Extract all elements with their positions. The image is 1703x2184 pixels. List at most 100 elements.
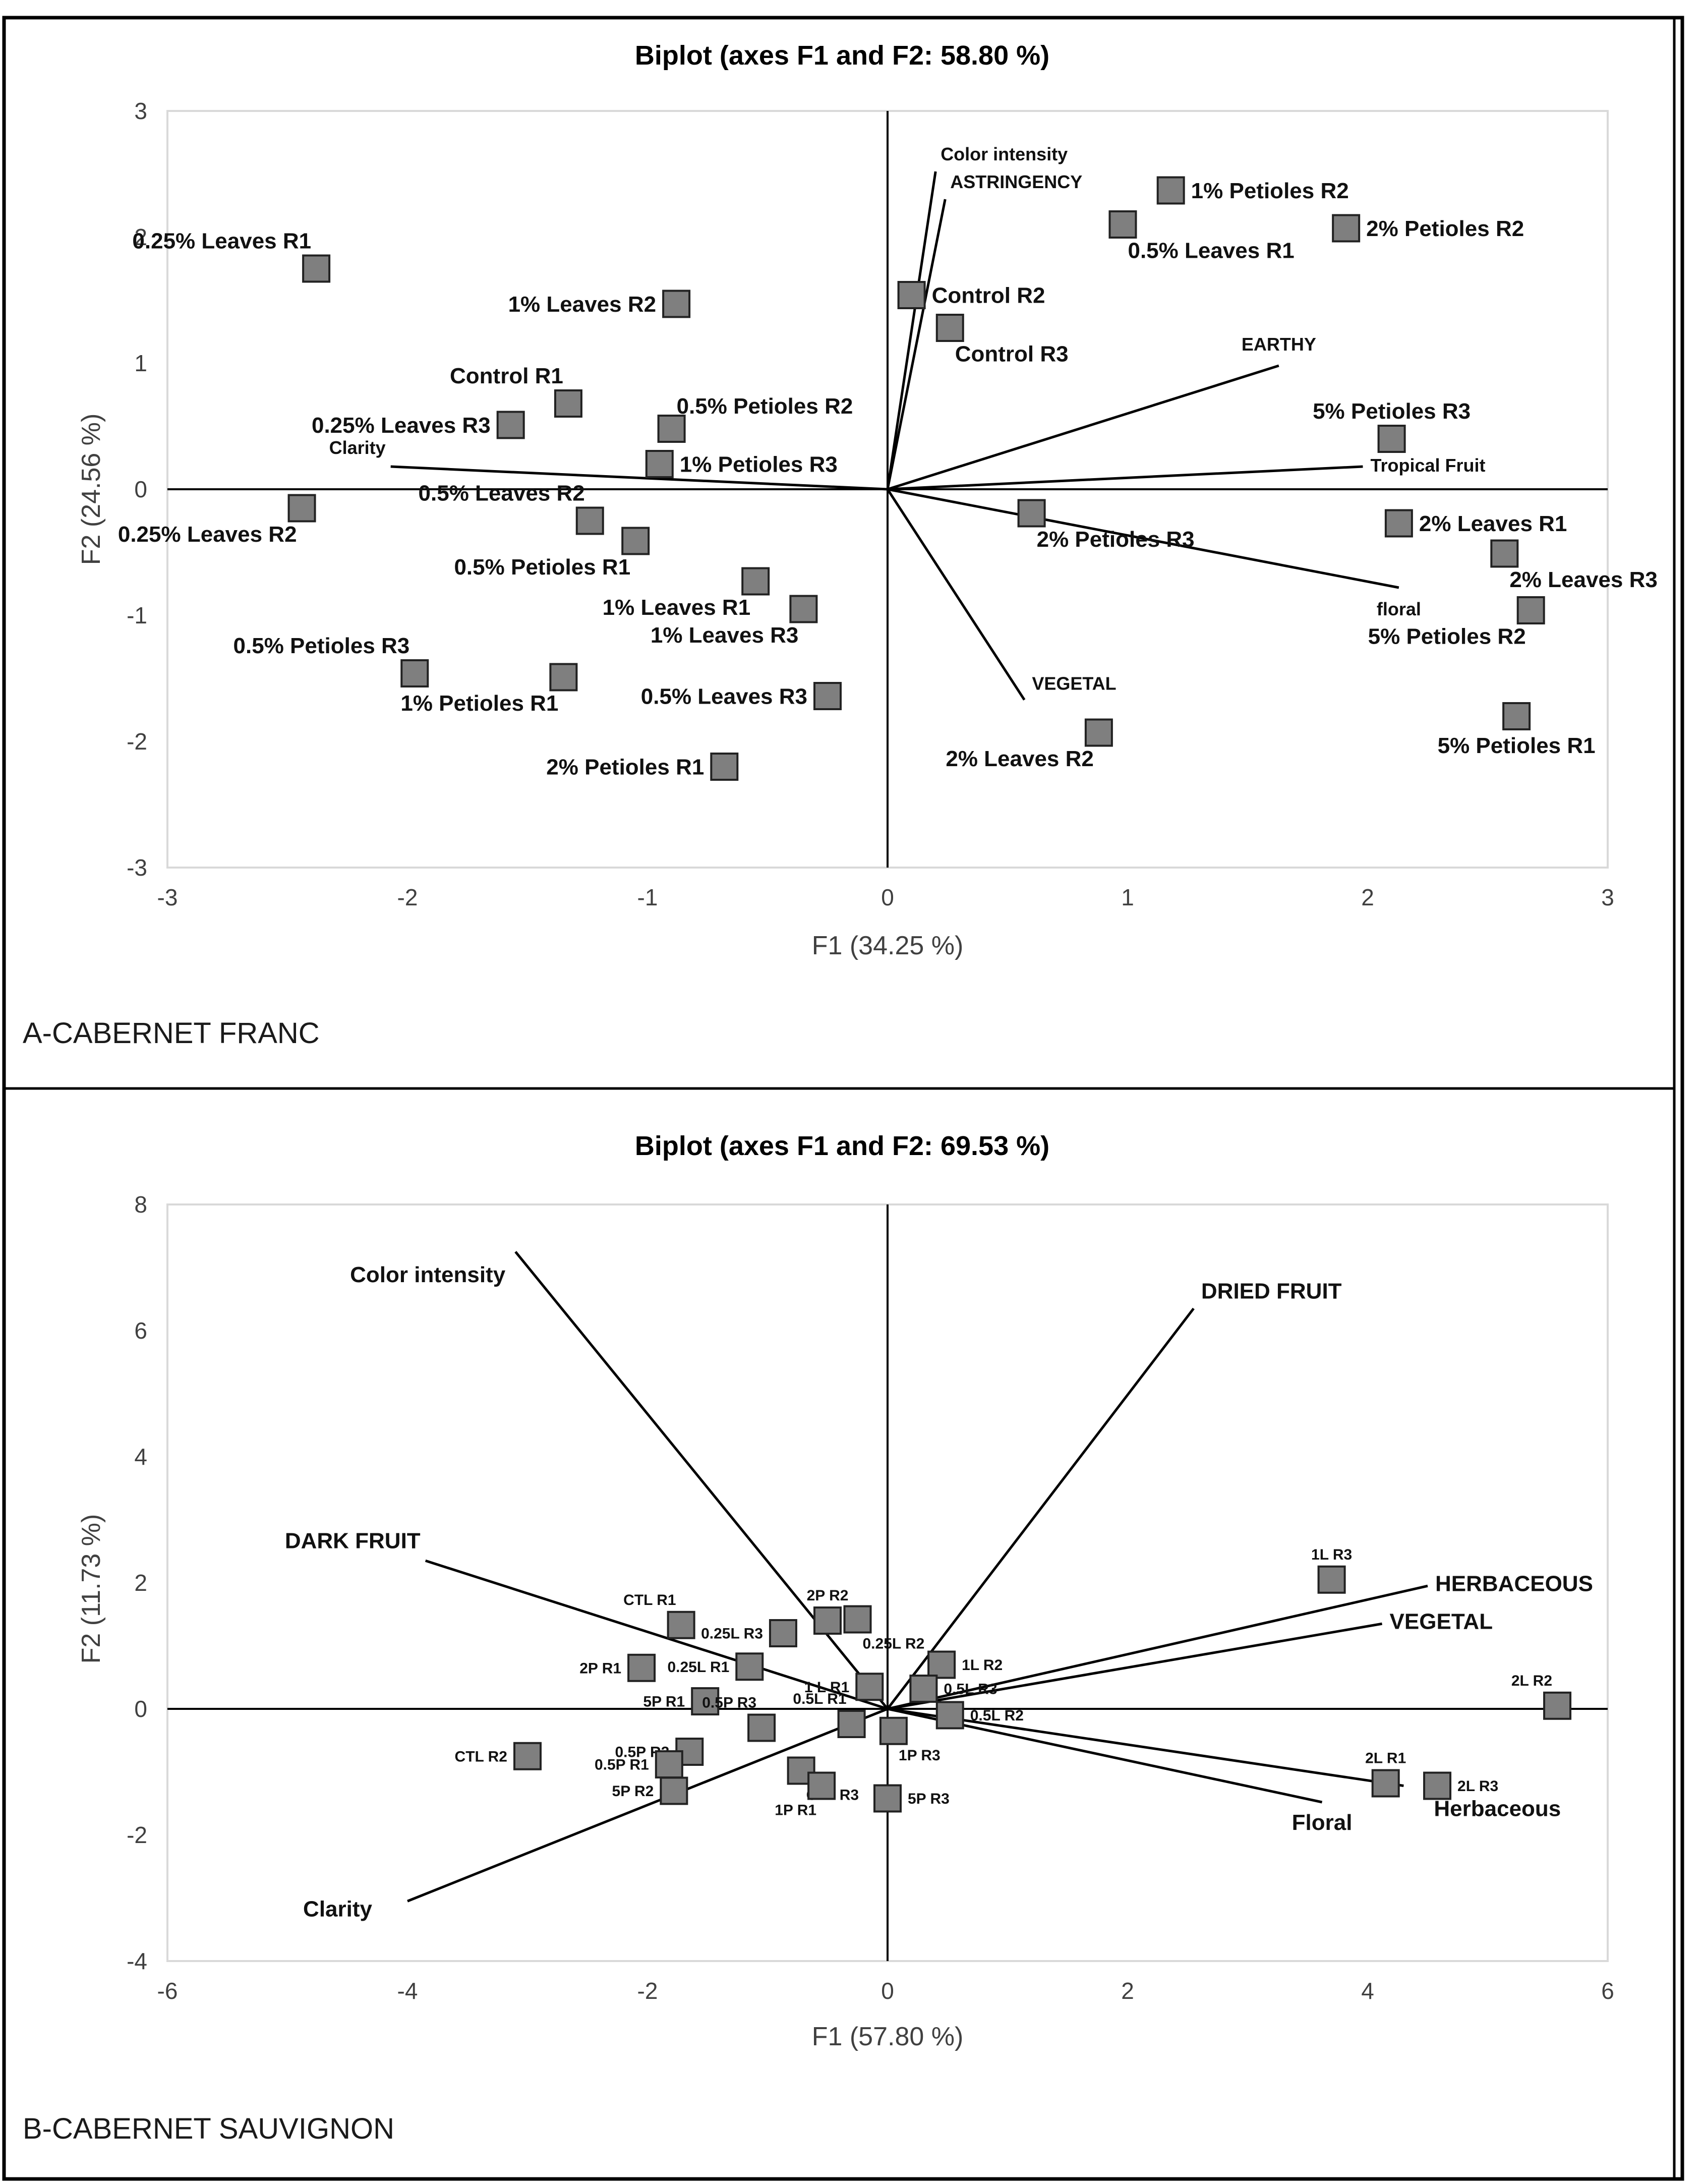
data-point-label: 1P R3 — [899, 1747, 941, 1764]
y-tick-label: -1 — [127, 602, 147, 628]
vector-line — [887, 465, 1363, 491]
data-point-label: 2% Leaves R3 — [1509, 567, 1658, 592]
data-point-label: Control R3 — [955, 341, 1069, 366]
y-axis-ticks: -4 -2 0 2 4 6 8 — [127, 1191, 147, 1974]
data-point-label: 1P R1 — [775, 1802, 816, 1819]
data-point-marker — [655, 1750, 683, 1778]
data-point-marker — [1332, 214, 1361, 243]
data-point-label: 5% Petioles R1 — [1438, 733, 1596, 758]
x-tick-label: -6 — [157, 1978, 178, 2004]
data-point-label: 0.5L R2 — [970, 1707, 1024, 1724]
data-point-marker — [837, 1710, 866, 1738]
vector-label: Color intensity — [350, 1262, 506, 1287]
y-tick-label: -2 — [127, 1822, 147, 1848]
data-point-marker — [1317, 1565, 1346, 1594]
vector-line — [886, 199, 947, 490]
vector-line — [887, 1622, 1382, 1710]
data-point-marker — [813, 1606, 842, 1635]
chart-title: Biplot (axes F1 and F2: 58.80 %) — [635, 40, 1049, 71]
x-axis-label: F1 (57.80 %) — [812, 2022, 964, 2051]
data-point-label: 0.5% Leaves R3 — [641, 684, 807, 709]
y-tick-label: 1 — [134, 350, 147, 376]
data-point-marker — [667, 1611, 695, 1639]
data-point-label: 0.5% Leaves R2 — [419, 481, 585, 506]
data-point-marker — [769, 1619, 797, 1647]
y-tick-label: 0 — [134, 1696, 147, 1722]
variable-vectors: Color intensity DRIED FRUIT DARK FRUIT HERB… — [285, 1251, 1593, 1921]
vector-label: Herbaceous — [1434, 1797, 1561, 1821]
panel-b-cabernet-sauvignon: Biplot (axes F1 and F2: 69.53 %) -6 -4 -2 0… — [23, 1131, 1614, 2145]
data-point-label: 2% Petioles R2 — [1366, 216, 1524, 241]
x-tick-label: -1 — [637, 884, 658, 910]
y-tick-label: 2 — [134, 224, 147, 250]
vector-label: Clarity — [303, 1896, 372, 1921]
data-point-marker — [1371, 1769, 1400, 1798]
x-tick-label: 6 — [1601, 1978, 1614, 2004]
data-point-marker — [897, 281, 926, 309]
vector-line — [886, 171, 937, 490]
x-tick-label: -3 — [157, 884, 178, 910]
data-point-marker — [400, 659, 429, 687]
vector-label: VEGETAL — [1390, 1609, 1493, 1634]
data-point-label: 0.5L R1 — [793, 1691, 846, 1707]
variable-vectors: Color intensity ASTRINGENCY EARTHY Tropical… — [329, 144, 1486, 701]
data-point-label: 1% Petioles R3 — [680, 452, 838, 477]
data-point-label: 2% Leaves R1 — [1419, 511, 1567, 536]
data-point-label: 0.25% Leaves R2 — [118, 522, 297, 547]
data-point-marker — [789, 595, 818, 623]
vector-label: HERBACEOUS — [1435, 1571, 1593, 1596]
vector-line — [390, 465, 888, 491]
data-point-marker — [855, 1673, 884, 1701]
data-point-marker — [645, 450, 674, 478]
data-point-label: 2L R3 — [1457, 1778, 1498, 1795]
data-point-marker — [662, 290, 691, 318]
y-tick-label: 0 — [134, 476, 147, 502]
data-point-marker — [660, 1776, 688, 1805]
x-tick-label: 2 — [1121, 1978, 1134, 2004]
data-point-marker — [747, 1713, 776, 1742]
data-point-marker — [657, 415, 686, 443]
data-point-label: 2P R2 — [807, 1587, 849, 1604]
data-point-marker — [621, 527, 650, 555]
data-point-marker — [927, 1650, 956, 1679]
vector-line — [887, 1307, 1195, 1710]
data-point-label: 2L R1 — [1365, 1750, 1406, 1767]
data-point-label: 0.5P R3 — [702, 1695, 756, 1711]
x-tick-label: -2 — [637, 1978, 658, 2004]
data-point-marker — [1543, 1691, 1572, 1720]
vector-label: Tropical Fruit — [1370, 455, 1485, 476]
data-point-label: 1% Leaves R3 — [651, 623, 799, 648]
x-tick-label: 0 — [881, 884, 894, 910]
data-point-label: 2% Petioles R3 — [1037, 527, 1195, 552]
x-axis-ticks: -6 -4 -2 0 2 4 6 — [157, 1978, 1614, 2004]
x-tick-label: -4 — [397, 1978, 418, 2004]
data-point-label: 0.5% Petioles R2 — [677, 394, 853, 419]
data-point-marker — [935, 314, 964, 342]
vector-label: VEGETAL — [1032, 673, 1116, 694]
data-point-label: 1L R2 — [962, 1657, 1003, 1674]
data-point-marker — [1084, 718, 1113, 747]
x-axis-label: F1 (34.25 %) — [812, 931, 964, 960]
data-point-label: 0.5P R1 — [595, 1757, 649, 1773]
data-point-marker — [909, 1675, 938, 1703]
data-point-marker — [513, 1742, 542, 1770]
vector-line — [425, 1559, 888, 1710]
data-point-marker — [287, 494, 316, 523]
data-point-marker — [1423, 1771, 1452, 1800]
vector-line — [887, 1584, 1428, 1710]
chart-title: Biplot (axes F1 and F2: 69.53 %) — [635, 1131, 1049, 1161]
data-point-label: 0.25L R3 — [701, 1626, 763, 1642]
data-point-label: 0.25L R1 — [667, 1659, 729, 1676]
data-point-marker — [1156, 176, 1185, 205]
data-point-label: 0.5L R3 — [944, 1681, 997, 1698]
data-point-label: 2P R1 — [579, 1660, 621, 1677]
data-point-marker — [575, 506, 604, 535]
data-point-label: 5% Petioles R3 — [1313, 399, 1471, 424]
panel-label: A-CABERNET FRANC — [23, 1017, 320, 1050]
vector-line — [887, 1707, 1404, 1787]
x-tick-label: 4 — [1361, 1978, 1374, 2004]
data-point-marker — [735, 1652, 764, 1681]
data-point-marker — [1516, 596, 1545, 624]
data-point-label: 5P R3 — [908, 1791, 950, 1807]
